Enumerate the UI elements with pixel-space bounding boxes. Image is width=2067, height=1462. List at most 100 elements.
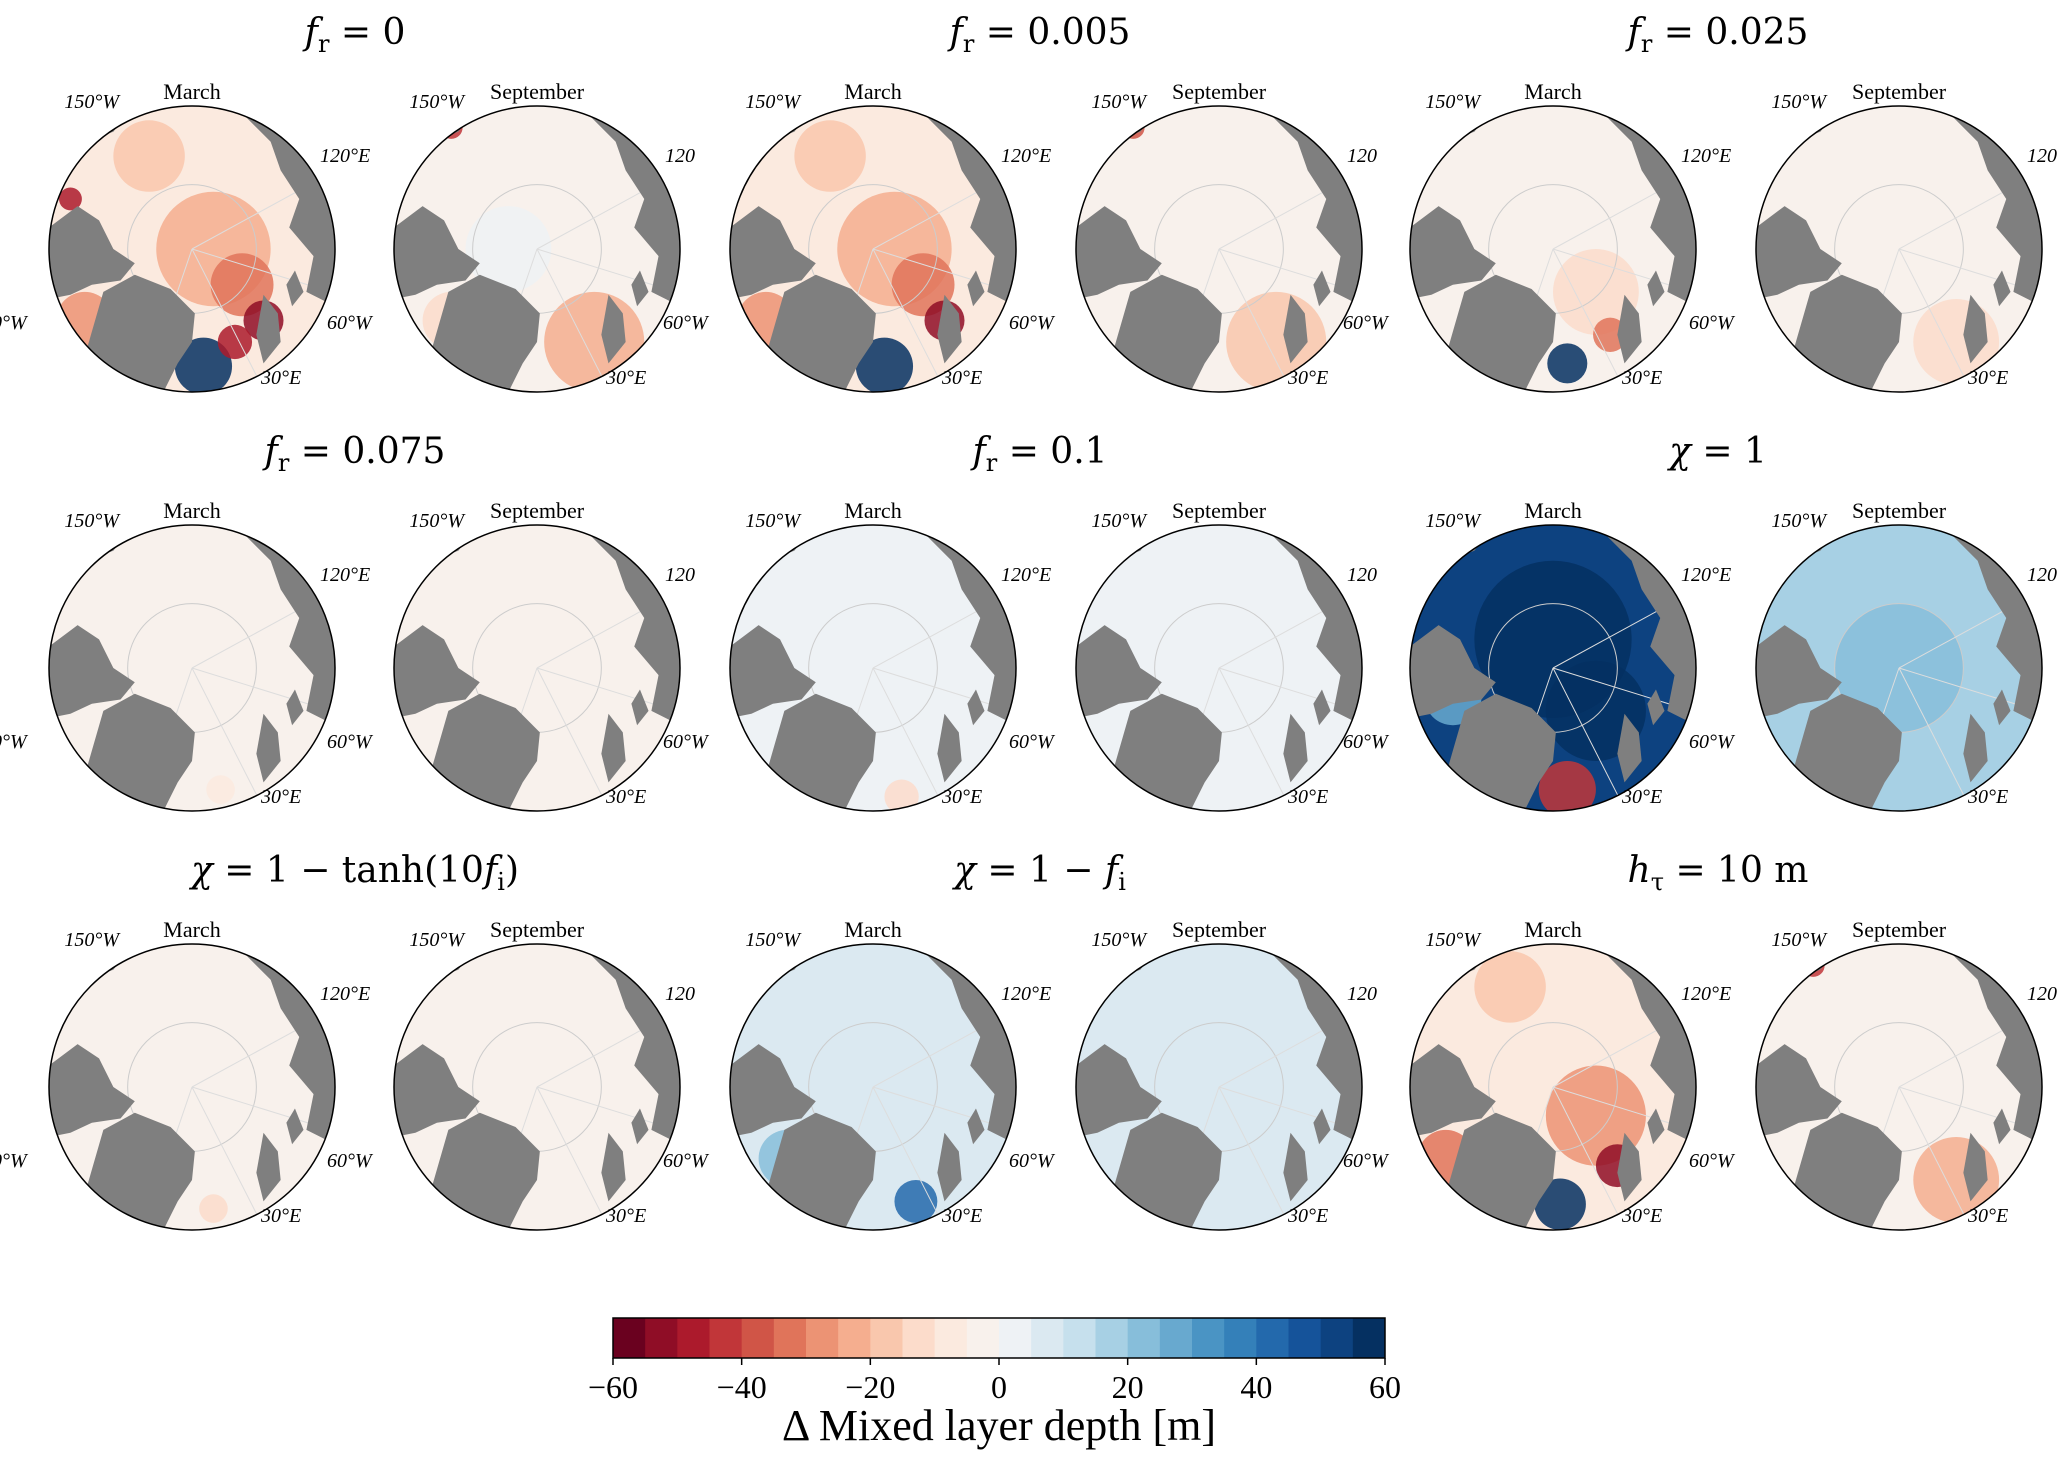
meridian-gridline	[191, 667, 329, 711]
colorbar-bin	[1224, 1318, 1257, 1358]
anomaly-patch	[1553, 249, 1639, 335]
colorbar-bin	[1256, 1318, 1289, 1358]
month-label: March	[163, 79, 220, 104]
map-boundary	[729, 105, 1017, 393]
land-mask	[1617, 294, 1642, 364]
colorbar-tick-label: −20	[845, 1369, 895, 1405]
map-boundary	[48, 105, 336, 393]
land-mask	[1076, 206, 1162, 300]
map-boundary	[48, 524, 336, 812]
land-mask	[1756, 1044, 1842, 1138]
title-segment: r	[278, 449, 290, 477]
title-segment: r	[963, 30, 975, 58]
map-boundary	[1755, 943, 2043, 1231]
meridian-gridline	[191, 1086, 258, 1215]
title-segment: χ	[1666, 431, 1693, 472]
lon-label-ne: 120°E	[1681, 983, 1731, 1005]
lon-label-se: 30°E	[1621, 367, 1662, 389]
map-panel-september: September 150°W 120 60°W 30°E	[327, 917, 695, 1231]
land-mask	[1445, 1112, 1556, 1230]
group-title: χ = 1 − tanh(10fi)	[188, 850, 519, 896]
map-boundary	[1075, 524, 1363, 812]
land-mask	[730, 625, 816, 719]
month-label: March	[844, 917, 901, 942]
lon-label-se: 30°E	[605, 1205, 646, 1227]
lon-label-ne: 120	[665, 145, 695, 167]
map-boundary	[1075, 105, 1363, 393]
meridian-gridline	[191, 248, 329, 292]
land-mask	[631, 1108, 649, 1145]
anomaly-patch	[199, 1194, 228, 1223]
map-boundary	[393, 524, 681, 812]
panel-group: hτ = 10 mMarch150°W120°E60°W30°ESeptembe…	[1343, 850, 2057, 1231]
land-mask	[1963, 294, 1988, 364]
lon-label-nw: 150°W	[1425, 510, 1482, 532]
map-panel-march: March 150°W 120°E 60°W 30°E	[663, 917, 1051, 1231]
title-segment: i	[1118, 868, 1126, 896]
land-mask	[1445, 274, 1556, 392]
group-title: fr = 0.025	[1625, 12, 1809, 58]
meridian-gridline	[1218, 667, 1285, 796]
land-mask	[1756, 625, 1842, 719]
lon-label-sw: 60°W	[1689, 1150, 1736, 1172]
land-mask	[1791, 693, 1902, 811]
land-mask	[1076, 625, 1162, 719]
lon-label-ne: 120	[1347, 983, 1377, 1005]
anomaly-patch	[59, 187, 82, 211]
month-label: September	[1172, 917, 1267, 942]
colorbar-bin	[870, 1318, 903, 1358]
group-title: χ = 1 − fi	[951, 850, 1126, 896]
month-label: March	[163, 917, 220, 942]
land-mask	[765, 274, 876, 392]
title-segment: = 0.005	[974, 12, 1130, 53]
lon-label-nw: 150°W	[745, 929, 802, 951]
land-mask	[256, 713, 281, 783]
month-label: September	[490, 498, 585, 523]
colorbar-bin	[1352, 1318, 1386, 1358]
land-mask	[1647, 689, 1665, 726]
meridian-gridline	[1552, 667, 1690, 711]
map-panel-march: March 150°W 120°E 60°W 30°E	[663, 498, 1051, 812]
meridian-gridline	[1218, 1086, 1285, 1215]
colorbar-bin	[645, 1318, 678, 1358]
lon-label-se: 30°E	[605, 786, 646, 808]
colorbar-bin	[613, 1318, 646, 1358]
land-mask	[1963, 713, 1988, 783]
panel-group: χ = 1 − tanh(10fi) March 150°W 120°E 60°W 30°…	[0, 850, 695, 1231]
title-segment: r	[318, 30, 330, 58]
lon-label-sw: 60°W	[0, 312, 29, 334]
colorbar-bin	[1127, 1318, 1161, 1358]
lon-label-nw: 150°W	[1771, 91, 1828, 113]
title-segment: h	[1628, 850, 1651, 891]
anomaly-patch	[217, 324, 253, 360]
colorbar-bin	[902, 1318, 936, 1358]
land-mask	[286, 689, 304, 726]
meridian-gridline	[1218, 667, 1356, 711]
month-label: March	[1524, 79, 1581, 104]
map-panel-september: September 150°W 120 60°W 30°E	[1689, 79, 2057, 393]
map-panel-march: March 150°W 120°E 60°W 30°E	[0, 79, 370, 393]
panel-group: χ = 1 − fiMarch150°W120°E60°W30°ESeptemb…	[663, 850, 1377, 1231]
meridian-gridline	[536, 667, 603, 796]
title-segment: = 0.1	[997, 431, 1107, 472]
colorbar-bin	[741, 1318, 775, 1358]
land-mask	[1111, 1112, 1222, 1230]
colorbar-tick-label: 40	[1240, 1369, 1272, 1405]
map-boundary	[1755, 524, 2043, 812]
land-mask	[1111, 693, 1222, 811]
map-panel-september: September 150°W 120 60°W 30°E	[1009, 917, 1377, 1231]
map-boundary	[1409, 105, 1697, 393]
lon-label-se: 30°E	[260, 1205, 301, 1227]
anomaly-patch	[113, 120, 185, 192]
colorbar-tick-label: 0	[991, 1369, 1007, 1405]
meridian-gridline	[872, 667, 939, 796]
land-mask	[937, 294, 962, 364]
anomaly-patch	[1545, 1065, 1646, 1166]
land-mask	[49, 1044, 135, 1138]
land-mask	[1617, 1132, 1642, 1202]
meridian-gridline	[1552, 1086, 1619, 1215]
land-mask	[1647, 1108, 1665, 1145]
lon-label-sw: 60°W	[663, 1150, 710, 1172]
title-segment: χ	[188, 850, 215, 891]
lon-label-se: 30°E	[260, 786, 301, 808]
